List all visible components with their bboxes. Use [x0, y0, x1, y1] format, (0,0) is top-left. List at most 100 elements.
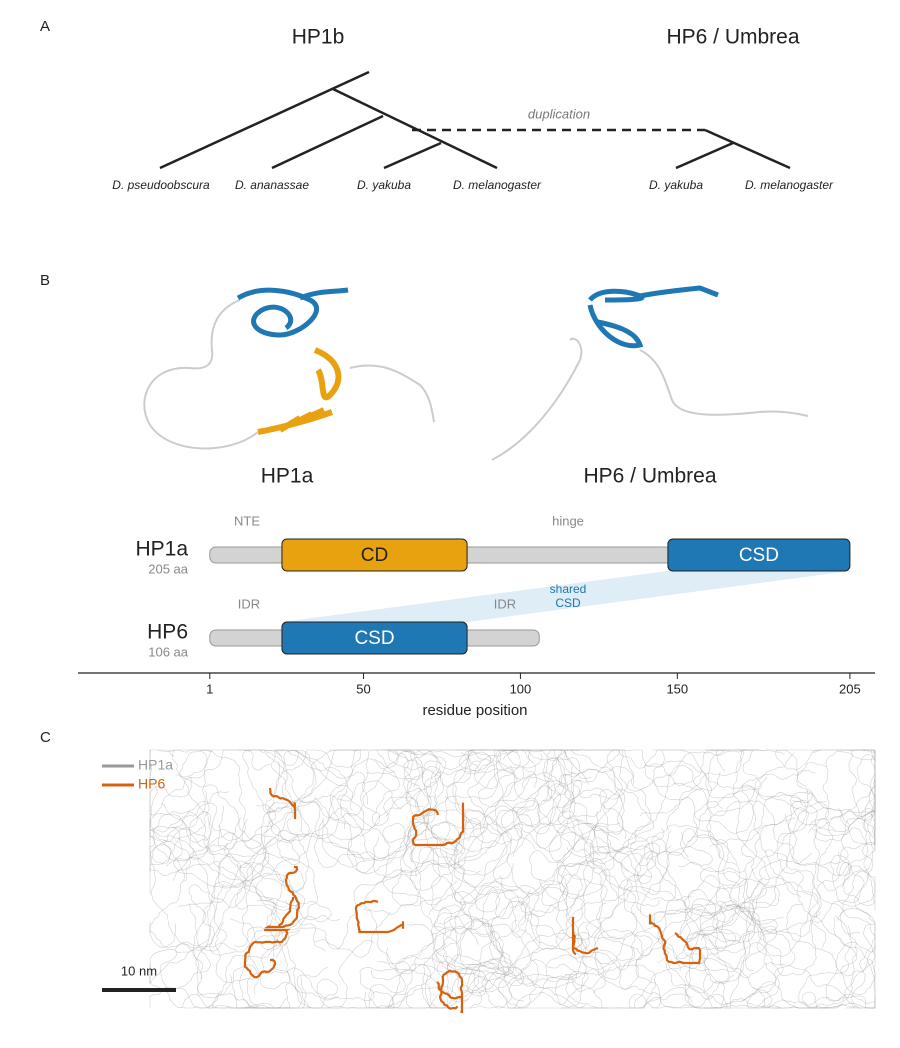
domain — [667, 538, 851, 572]
polymer-chain — [169, 749, 306, 909]
polymer-chain — [460, 800, 619, 923]
polymer-chain — [746, 915, 858, 1009]
polymer-chain — [241, 749, 315, 849]
polymer-chain — [402, 809, 499, 896]
polymer-chain — [709, 800, 869, 876]
polymer-chain — [619, 749, 748, 831]
polymer-chain — [387, 749, 513, 849]
protein-length: 106 aa — [148, 644, 189, 659]
polymer-chain — [149, 791, 229, 895]
polymer-chain — [240, 991, 394, 1009]
polymer-chain — [368, 925, 495, 1009]
region-label: NTE — [234, 513, 260, 528]
polymer-chain — [529, 831, 713, 882]
polymer-chain — [231, 872, 326, 1009]
polymer-chain — [181, 974, 288, 1009]
polymer-chain — [630, 765, 721, 913]
polymer-chain — [545, 902, 612, 1008]
polymer-chain — [464, 810, 672, 882]
polymer-chain — [665, 925, 780, 1009]
polymer-chain — [564, 749, 652, 855]
polymer-chain — [704, 749, 796, 841]
polymer-chain — [683, 876, 802, 1009]
region-label: IDR — [494, 596, 516, 611]
polymer-chain — [411, 802, 465, 847]
polymer-chain — [701, 956, 876, 1009]
legend-label: HP1a — [138, 757, 173, 773]
polymer-chain — [400, 749, 543, 769]
polymer-chain — [179, 750, 312, 853]
polymer-chain — [561, 787, 655, 875]
polymer-chain — [535, 757, 635, 853]
polymer-chain — [510, 862, 662, 1009]
x-tick-label: 100 — [510, 681, 532, 696]
species: D. yakuba — [357, 178, 411, 192]
structure-label: HP6 / Umbrea — [583, 465, 716, 488]
polymer-chain — [446, 954, 578, 1009]
polymer-chain — [431, 749, 536, 854]
polymer-chain — [364, 788, 463, 971]
domain-label: CSD — [739, 545, 779, 566]
polymer-chain — [278, 758, 395, 839]
polymer-chain — [454, 749, 581, 845]
polymer-chain — [457, 884, 540, 994]
polymer-chain — [489, 900, 587, 1009]
polymer-chain — [495, 749, 624, 849]
polymer-chain — [700, 867, 822, 977]
polymer-chain — [243, 807, 466, 931]
polymer-chain — [521, 771, 693, 1003]
polymer-chain — [149, 853, 256, 985]
polymer-chain — [149, 776, 340, 921]
polymer-chain — [467, 749, 569, 796]
polymer-chain — [296, 963, 444, 1009]
polymer-chain — [620, 852, 756, 972]
protein-name: HP1a — [135, 538, 188, 561]
polymer-chain — [382, 749, 441, 862]
polymer-chain — [453, 749, 590, 888]
polymer-chain — [648, 914, 702, 965]
polymer-chain — [149, 801, 290, 951]
polymer-chain — [443, 880, 517, 997]
polymer-chain — [445, 749, 581, 869]
domain-label: CD — [361, 545, 388, 566]
polymer-chain — [816, 810, 876, 908]
polymer-chain — [812, 749, 876, 935]
polymer-chain — [698, 921, 862, 1009]
polymer-chain — [469, 749, 620, 858]
legend-label: HP6 — [138, 776, 165, 792]
x-tick-label: 150 — [666, 681, 688, 696]
polymer-chain — [644, 749, 761, 799]
polymer-chain — [580, 904, 796, 1002]
polymer-chain — [639, 800, 767, 918]
polymer-chain — [367, 875, 517, 1009]
polymer-chain — [679, 828, 784, 1006]
polymer-chain — [149, 789, 210, 948]
shared-region — [281, 571, 850, 622]
polymer-chain — [636, 824, 726, 932]
species: D. melanogaster — [745, 178, 834, 192]
panel-label: A — [40, 18, 50, 35]
x-tick-label: 205 — [839, 681, 861, 696]
polymer-chain — [224, 817, 303, 1009]
polymer-chain — [787, 769, 876, 866]
domain-label: CSD — [354, 628, 394, 649]
shared-label: shared — [550, 582, 587, 596]
polymer-chain — [377, 913, 541, 1009]
species: D. ananassae — [235, 178, 309, 192]
domain — [281, 538, 468, 572]
polymer-chain — [707, 749, 809, 833]
polymer-chain — [578, 749, 827, 808]
polymer-chain — [406, 846, 511, 975]
polymer-chain — [740, 797, 851, 907]
polymer-chain — [149, 964, 310, 1009]
polymer-chain — [785, 813, 876, 995]
polymer-chain — [149, 900, 332, 1009]
annotation: duplication — [528, 106, 590, 121]
polymer-chain — [149, 803, 212, 979]
simulation-snapshot — [149, 749, 876, 1014]
polymer-chain — [444, 779, 583, 896]
polymer-chain — [391, 821, 463, 907]
polymer-chain — [405, 749, 488, 821]
polymer-chain — [594, 900, 751, 1009]
polymer-chain — [798, 923, 876, 1009]
